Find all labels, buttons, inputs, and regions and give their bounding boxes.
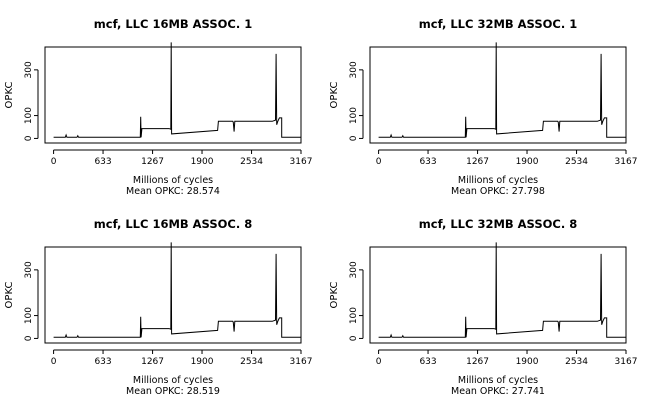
chart-title: mcf, LLC 32MB ASSOC. 8 (419, 217, 577, 231)
plot-frame (44, 46, 302, 144)
y-tick-label: 300 (24, 261, 34, 278)
series-line (53, 42, 301, 138)
x-tick-label: 1267 (141, 157, 164, 167)
x-axis-label: Millions of cycles (133, 375, 213, 386)
series-group (53, 242, 301, 338)
x-tick-label: 0 (51, 357, 57, 367)
y-tick-label: 0 (349, 135, 359, 141)
chart-panel-16mb-assoc1: mcf, LLC 16MB ASSOC. 1 0 633 1267 1900 2534 3… (0, 0, 325, 200)
x-tick-label: 633 (419, 157, 436, 167)
x-tick-label: 2534 (240, 157, 263, 167)
x-tick-label: 0 (51, 157, 57, 167)
x-tick-label: 1900 (516, 157, 539, 167)
x-tick-label: 633 (94, 357, 111, 367)
y-axis: 0 100 300 (24, 61, 39, 141)
x-tick-label: 0 (376, 157, 382, 167)
x-tick-label: 1267 (466, 357, 489, 367)
y-tick-label: 100 (24, 307, 34, 324)
x-tick-label: 633 (94, 157, 111, 167)
y-tick-label: 300 (349, 61, 359, 78)
y-tick-label: 100 (24, 107, 34, 124)
y-axis: 0 100 300 (24, 261, 39, 341)
x-tick-label: 2534 (565, 157, 588, 167)
y-tick-label: 100 (349, 307, 359, 324)
chart-panel-32mb-assoc8: mcf, LLC 32MB ASSOC. 8 0 633 1267 1900 2534 3… (325, 200, 650, 400)
mean-label: Mean OPKC: 28.519 (126, 386, 220, 397)
plot-frame (44, 246, 302, 344)
series-line (378, 242, 626, 338)
x-axis-label: Millions of cycles (133, 175, 213, 186)
y-tick-label: 0 (349, 335, 359, 341)
x-axis: 0 633 1267 1900 2534 3167 (51, 349, 313, 367)
x-axis: 0 633 1267 1900 2534 3167 (51, 149, 313, 167)
x-tick-label: 1900 (191, 157, 214, 167)
y-axis-label: OPKC (4, 82, 15, 109)
y-tick-label: 300 (349, 261, 359, 278)
x-tick-label: 0 (376, 357, 382, 367)
chart-panel-32mb-assoc1: mcf, LLC 32MB ASSOC. 1 0 633 1267 1900 2534 3… (325, 0, 650, 200)
x-tick-label: 1900 (191, 357, 214, 367)
x-tick-label: 1900 (516, 357, 539, 367)
y-tick-label: 0 (24, 135, 34, 141)
y-axis-label: OPKC (4, 282, 15, 309)
x-axis: 0 633 1267 1900 2534 3167 (376, 349, 638, 367)
chart-title: mcf, LLC 16MB ASSOC. 1 (94, 17, 252, 31)
plot-frame (369, 46, 627, 144)
y-tick-label: 300 (24, 61, 34, 78)
x-tick-label: 1267 (466, 157, 489, 167)
x-axis: 0 633 1267 1900 2534 3167 (376, 149, 638, 167)
x-tick-label: 3167 (290, 157, 313, 167)
x-axis-label: Millions of cycles (458, 375, 538, 386)
chart-title: mcf, LLC 32MB ASSOC. 1 (419, 17, 577, 31)
y-axis-label: OPKC (329, 82, 340, 109)
mean-label: Mean OPKC: 27.798 (451, 186, 545, 197)
x-tick-label: 3167 (290, 357, 313, 367)
chart-svg: mcf, LLC 16MB ASSOC. 8 0 633 1267 1900 2534 3… (4, 217, 313, 397)
chart-svg: mcf, LLC 32MB ASSOC. 8 0 633 1267 1900 2534 3… (329, 217, 638, 397)
chart-panel-16mb-assoc8: mcf, LLC 16MB ASSOC. 8 0 633 1267 1900 2534 3… (0, 200, 325, 400)
y-axis: 0 100 300 (349, 61, 364, 141)
mean-label: Mean OPKC: 28.574 (126, 186, 220, 197)
x-axis-label: Millions of cycles (458, 175, 538, 186)
x-tick-label: 1267 (141, 357, 164, 367)
chart-svg: mcf, LLC 16MB ASSOC. 1 0 633 1267 1900 2534 3… (4, 17, 313, 197)
x-tick-label: 633 (419, 357, 436, 367)
x-tick-label: 2534 (240, 357, 263, 367)
series-line (53, 242, 301, 338)
series-group (378, 242, 626, 338)
y-tick-label: 100 (349, 107, 359, 124)
x-tick-label: 3167 (615, 357, 638, 367)
x-tick-label: 3167 (615, 157, 638, 167)
y-axis-label: OPKC (329, 282, 340, 309)
plot-frame (369, 246, 627, 344)
series-line (378, 42, 626, 138)
x-tick-label: 2534 (565, 357, 588, 367)
series-group (53, 42, 301, 138)
y-axis: 0 100 300 (349, 261, 364, 341)
series-group (378, 42, 626, 138)
y-tick-label: 0 (24, 335, 34, 341)
chart-title: mcf, LLC 16MB ASSOC. 8 (94, 217, 252, 231)
mean-label: Mean OPKC: 27.741 (451, 386, 545, 397)
chart-svg: mcf, LLC 32MB ASSOC. 1 0 633 1267 1900 2534 3… (329, 17, 638, 197)
